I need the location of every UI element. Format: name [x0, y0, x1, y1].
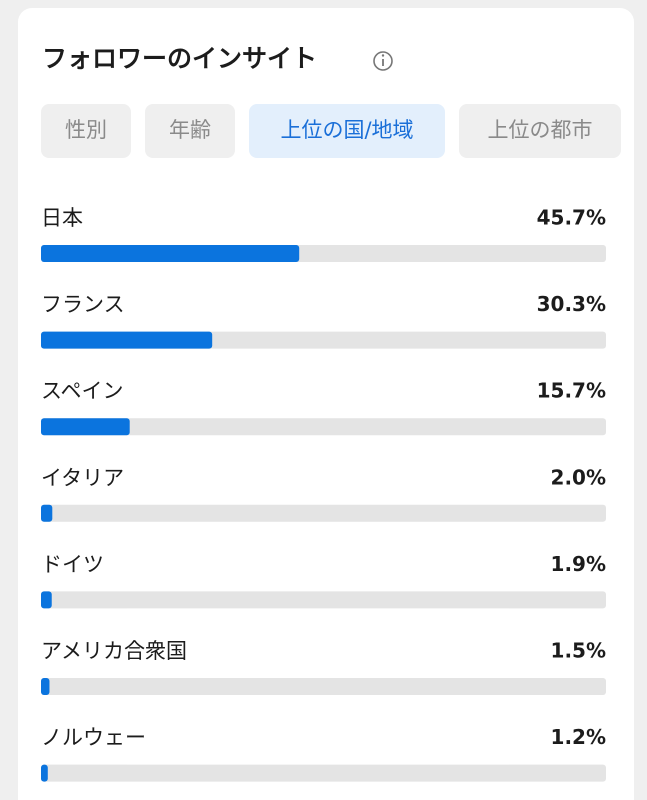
tab-label[interactable]: 性別 [65, 118, 107, 142]
tab[interactable]: 性別 [41, 104, 131, 158]
bar [41, 504, 53, 522]
country-list: 日本 45.7% フランス 30.3% スペイン 15.7% イタリア 2.0% ドイツ 1.9%… [41, 206, 606, 782]
bar-track [41, 504, 606, 522]
country-label: スペイン [41, 379, 124, 403]
bar [41, 591, 52, 609]
bar [41, 678, 50, 695]
bar-track [41, 764, 606, 782]
country-label: アメリカ合衆国 [41, 639, 187, 663]
tab-label[interactable]: 上位の都市 [488, 118, 593, 142]
bar-track [41, 591, 606, 609]
country-label: イタリア [41, 466, 124, 490]
tab[interactable]: 上位の都市 [459, 104, 621, 158]
value-label: 2.0% [551, 465, 606, 489]
bar [41, 764, 48, 782]
bar [41, 418, 130, 436]
country-label: フランス [41, 293, 125, 317]
tab-active[interactable]: 上位の国/地域 [249, 104, 445, 158]
bar-track [41, 418, 606, 436]
value-label: 30.3% [537, 292, 606, 316]
bar-track [41, 678, 606, 695]
value-label: 15.7% [537, 379, 606, 403]
tab[interactable]: 年齢 [145, 104, 235, 158]
country-label: 日本 [41, 206, 83, 230]
value-label: 45.7% [537, 206, 606, 230]
tab-label[interactable]: 年齢 [169, 118, 211, 142]
value-label: 1.2% [551, 725, 606, 749]
country-label: ドイツ [41, 552, 104, 576]
bar [41, 331, 213, 349]
card-title: フォロワーのインサイト [42, 44, 317, 73]
country-label: ノルウェー [41, 726, 146, 750]
bar [41, 245, 300, 262]
value-label: 1.9% [551, 552, 606, 576]
value-label: 1.5% [551, 639, 606, 663]
tab-label[interactable]: 上位の国/地域 [280, 118, 413, 142]
info-icon[interactable] [373, 51, 393, 71]
